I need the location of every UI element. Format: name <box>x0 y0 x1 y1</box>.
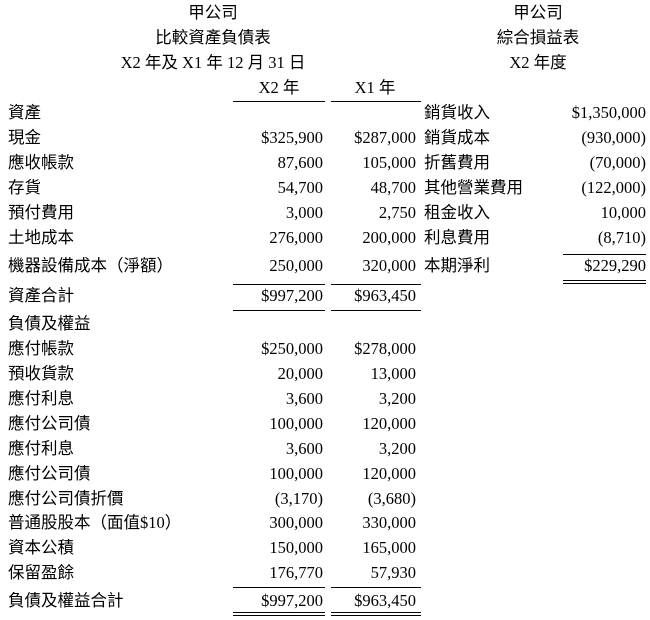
is-title: 綜合損益表 <box>496 28 580 47</box>
liab-heading: 負債及權益 <box>8 314 91 333</box>
asset-row-label: 機器設備成本（淨額） <box>8 256 173 275</box>
income-row-value: (8,710) <box>597 228 646 247</box>
col-x1-rule <box>331 101 421 102</box>
assets-subtotal-rule-x1 <box>331 284 421 285</box>
liability-row-x1: 13,000 <box>370 364 416 383</box>
liability-row-x2: $250,000 <box>261 339 323 358</box>
liab-total-double-rule-x1 <box>331 612 421 616</box>
asset-row-x2: 3,000 <box>285 203 323 222</box>
liability-row-x2: 176,770 <box>269 563 323 582</box>
asset-row-x2: 54,700 <box>277 178 323 197</box>
asset-row-x1: 2,750 <box>378 203 416 222</box>
liability-row-label: 應付公司債 <box>8 464 91 483</box>
asset-row-x1: 105,000 <box>362 153 416 172</box>
liab-total-x1: $963,450 <box>354 591 416 610</box>
asset-row-label: 預付費用 <box>8 203 74 222</box>
liability-row-x1: (3,680) <box>367 489 416 508</box>
liability-row-label: 應付公司債折價 <box>8 489 124 508</box>
liability-row-label: 應付公司債 <box>8 414 91 433</box>
asset-row-x2: 87,600 <box>277 153 323 172</box>
liab-total-label: 負債及權益合計 <box>8 591 124 610</box>
liability-row-label: 應付利息 <box>8 439 74 458</box>
liability-row-x2: 3,600 <box>285 439 323 458</box>
income-row-value: $229,290 <box>584 256 646 275</box>
income-row-label: 利息費用 <box>424 228 490 247</box>
income-row-label: 其他營業費用 <box>424 178 523 197</box>
liability-row-x1: 57,930 <box>370 563 416 582</box>
income-row-label: 折舊費用 <box>424 153 490 172</box>
bs-col-x1: X1 年 <box>354 78 396 97</box>
liability-row-label: 普通股股本（面值$10） <box>8 513 182 532</box>
is-company: 甲公司 <box>513 3 563 22</box>
assets-total-rule-x2 <box>233 310 325 311</box>
income-row-label: 銷貨收入 <box>424 103 490 122</box>
liability-row-x1: 165,000 <box>362 538 416 557</box>
liability-row-label: 預收貨款 <box>8 364 74 383</box>
liability-row-x1: 330,000 <box>362 513 416 532</box>
liability-row-x1: 3,200 <box>378 389 416 408</box>
liability-row-x2: 20,000 <box>277 364 323 383</box>
liability-row-label: 保留盈餘 <box>8 563 74 582</box>
liab-total-x2: $997,200 <box>261 591 323 610</box>
income-row-label: 租金收入 <box>424 203 490 222</box>
asset-row-x1: 320,000 <box>362 256 416 275</box>
income-row-value: (930,000) <box>581 128 646 147</box>
liability-row-x2: 3,600 <box>285 389 323 408</box>
bs-col-x2: X2 年 <box>258 78 300 97</box>
income-row-value: (122,000) <box>581 178 646 197</box>
asset-row-x1: $287,000 <box>354 128 416 147</box>
liability-row-x1: $278,000 <box>354 339 416 358</box>
liability-row-x2: 150,000 <box>269 538 323 557</box>
liab-subtotal-rule-x1 <box>331 587 421 588</box>
liability-row-label: 應付利息 <box>8 389 74 408</box>
liability-row-label: 資本公積 <box>8 538 74 557</box>
asset-row-label: 存貨 <box>8 178 41 197</box>
asset-row-x2: 276,000 <box>269 228 323 247</box>
liability-row-x2: 300,000 <box>269 513 323 532</box>
liability-row-x1: 120,000 <box>362 414 416 433</box>
is-period: X2 年度 <box>509 53 567 72</box>
liab-total-double-rule-x2 <box>233 612 325 616</box>
liability-row-x1: 3,200 <box>378 439 416 458</box>
asset-row-x1: 48,700 <box>370 178 416 197</box>
assets-heading: 資產 <box>8 103 41 122</box>
net-income-rule <box>563 254 646 255</box>
liability-row-x2: 100,000 <box>269 464 323 483</box>
asset-row-label: 現金 <box>8 128 41 147</box>
asset-row-label: 土地成本 <box>8 228 74 247</box>
assets-total-x1: $963,450 <box>354 286 416 305</box>
col-x2-rule <box>233 101 325 102</box>
assets-total-x2: $997,200 <box>261 286 323 305</box>
asset-row-label: 應收帳款 <box>8 153 74 172</box>
income-row-value: $1,350,000 <box>571 103 646 122</box>
assets-subtotal-rule-x2 <box>233 284 325 285</box>
liability-row-x1: 120,000 <box>362 464 416 483</box>
asset-row-x2: $325,900 <box>261 128 323 147</box>
income-row-value: 10,000 <box>600 203 646 222</box>
bs-title: 比較資產負債表 <box>155 28 271 47</box>
liability-row-x2: (3,170) <box>274 489 323 508</box>
assets-total-rule-x1 <box>331 310 421 311</box>
asset-row-x1: 200,000 <box>362 228 416 247</box>
income-row-label: 銷貨成本 <box>424 128 490 147</box>
liability-row-label: 應付帳款 <box>8 339 74 358</box>
bs-date: X2 年及 X1 年 12 月 31 日 <box>120 53 306 72</box>
asset-row-x2: 250,000 <box>269 256 323 275</box>
liab-subtotal-rule-x2 <box>233 587 325 588</box>
liability-row-x2: 100,000 <box>269 414 323 433</box>
income-row-label: 本期淨利 <box>424 256 490 275</box>
bs-company: 甲公司 <box>188 3 238 22</box>
net-income-double-rule <box>563 280 646 284</box>
income-row-value: (70,000) <box>589 153 646 172</box>
assets-total-label: 資產合計 <box>8 286 74 305</box>
